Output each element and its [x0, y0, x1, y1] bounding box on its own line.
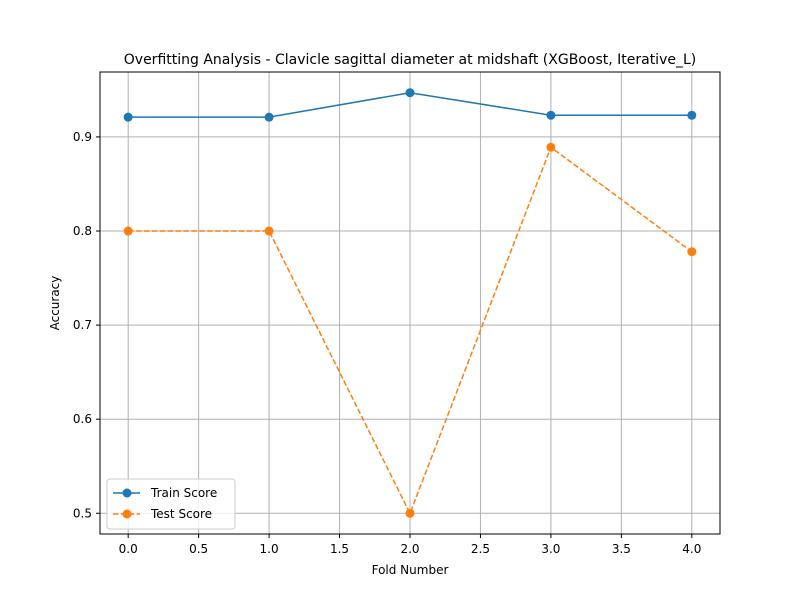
grid	[100, 72, 720, 534]
chart-title: Overfitting Analysis - Clavicle sagittal…	[124, 52, 696, 68]
x-tick-label: 1.0	[260, 542, 279, 556]
x-tick-label: 2.0	[400, 542, 419, 556]
y-tick-label: 0.9	[73, 130, 92, 144]
legend-box	[106, 478, 236, 530]
y-tick-label: 0.8	[73, 224, 92, 238]
y-tick-label: 0.7	[73, 318, 92, 332]
legend-label-0: Train Score	[150, 486, 217, 500]
x-tick-label: 1.5	[330, 542, 349, 556]
y-tick-label: 0.5	[73, 506, 92, 520]
x-tick-label: 0.5	[189, 542, 208, 556]
y-axis-ticks: 0.5 0.6 0.7 0.8 0.9	[73, 130, 100, 520]
x-axis-ticks: 0.0 0.5 1.0 1.5 2.0 2.5 3.0 3.5 4.0	[119, 534, 701, 556]
series-0-point	[546, 110, 556, 120]
x-tick-label: 3.5	[612, 542, 631, 556]
y-tick-label: 0.6	[73, 412, 92, 426]
x-tick-label: 2.5	[471, 542, 490, 556]
series-0-point	[405, 88, 415, 98]
y-axis-label: Accuracy	[48, 276, 62, 331]
series-1-point	[687, 247, 697, 257]
series-0-point	[264, 112, 274, 122]
series-1-point	[405, 508, 415, 518]
legend-label-1: Test Score	[150, 507, 212, 521]
legend-marker-1	[122, 509, 132, 519]
series-1-point	[123, 226, 133, 236]
series-1-point	[264, 226, 274, 236]
series-0-point	[687, 110, 697, 120]
series-layer	[123, 88, 697, 518]
x-axis-label: Fold Number	[372, 563, 449, 577]
series-0-point	[123, 112, 133, 122]
x-tick-label: 0.0	[119, 542, 138, 556]
legend-marker-0	[122, 488, 132, 498]
series-1-point	[546, 142, 556, 152]
x-tick-label: 3.0	[541, 542, 560, 556]
legend: Train Score Test Score	[106, 478, 236, 530]
x-tick-label: 4.0	[682, 542, 701, 556]
